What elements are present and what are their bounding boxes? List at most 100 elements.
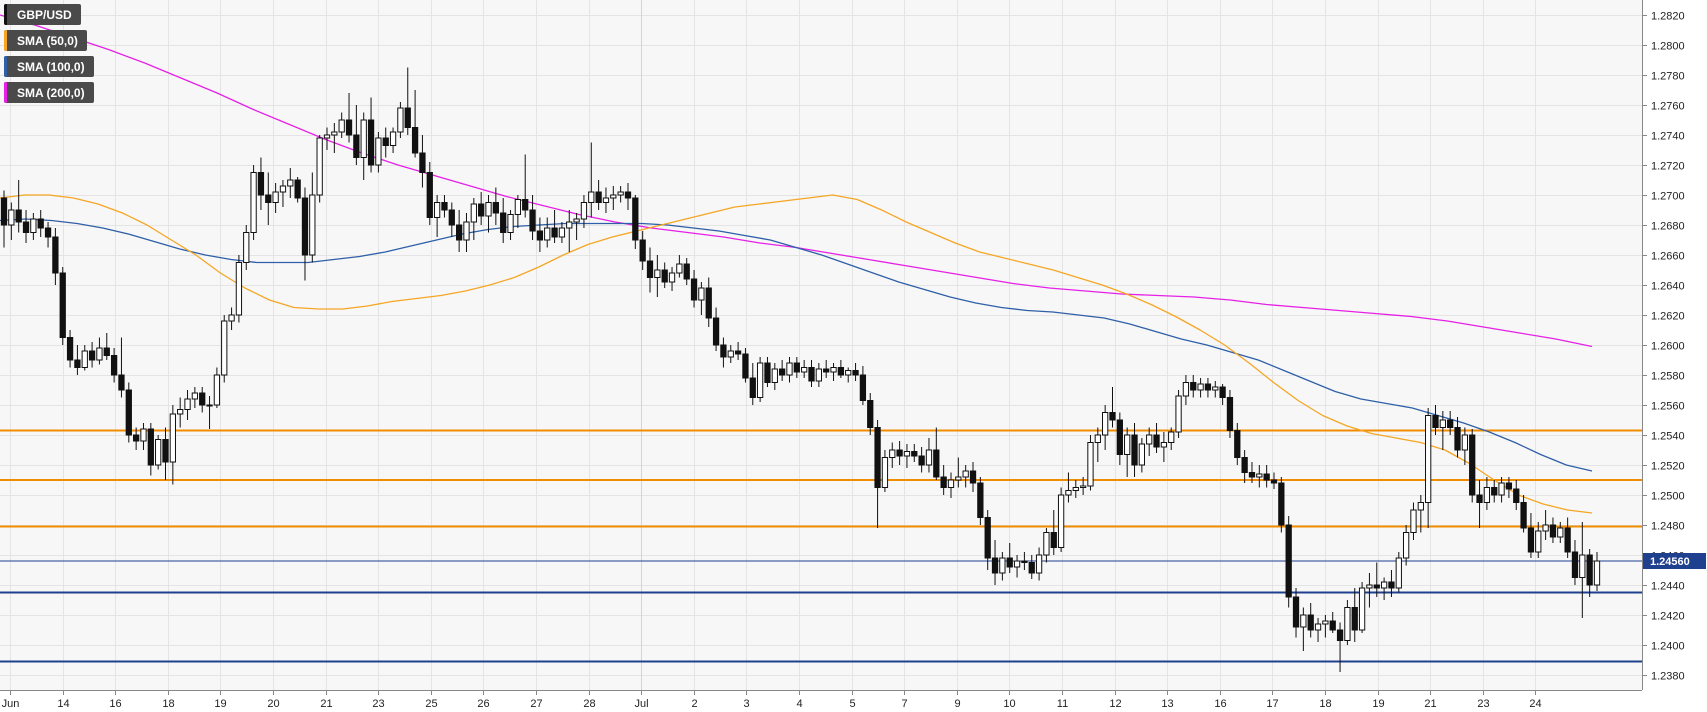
candle[interactable] <box>360 112 367 181</box>
candle[interactable] <box>118 337 125 398</box>
candle[interactable] <box>734 342 742 360</box>
candle[interactable] <box>265 172 272 226</box>
candle[interactable] <box>874 420 881 528</box>
candle[interactable] <box>1278 477 1285 533</box>
candle[interactable] <box>199 387 206 413</box>
candle[interactable] <box>698 282 705 315</box>
candle[interactable] <box>793 357 800 378</box>
candle[interactable] <box>279 180 287 207</box>
candle[interactable] <box>301 187 309 281</box>
candle[interactable] <box>815 363 822 387</box>
candle[interactable] <box>96 337 103 365</box>
candle[interactable] <box>294 177 301 203</box>
candle[interactable] <box>1505 477 1513 498</box>
candle[interactable] <box>624 183 632 210</box>
candle[interactable] <box>955 457 962 488</box>
candle[interactable] <box>485 195 492 233</box>
candle[interactable] <box>1307 603 1314 638</box>
candle[interactable] <box>720 337 727 368</box>
candle[interactable] <box>1146 427 1153 457</box>
candle[interactable] <box>44 222 52 248</box>
candle[interactable] <box>1256 465 1263 488</box>
candle[interactable] <box>580 195 588 228</box>
candle[interactable] <box>1329 612 1336 633</box>
candle[interactable] <box>1373 562 1380 598</box>
candle[interactable] <box>1351 588 1358 642</box>
candle[interactable] <box>397 102 404 138</box>
candle[interactable] <box>507 210 514 240</box>
legend-item-sma200[interactable]: SMA (200,0) <box>4 82 94 103</box>
candle[interactable] <box>74 345 81 375</box>
candle[interactable] <box>37 210 44 237</box>
candle[interactable] <box>1564 517 1571 559</box>
candle[interactable] <box>367 97 375 173</box>
candle[interactable] <box>1447 411 1454 435</box>
candle[interactable] <box>742 348 749 383</box>
candle[interactable] <box>786 357 793 383</box>
candle[interactable] <box>162 427 169 481</box>
candle[interactable] <box>191 387 199 408</box>
candle[interactable] <box>1498 477 1505 503</box>
candle[interactable] <box>991 540 999 585</box>
candle[interactable] <box>1102 405 1109 450</box>
candle[interactable] <box>1285 516 1292 608</box>
candle[interactable] <box>1491 480 1498 503</box>
candle[interactable] <box>903 444 911 468</box>
candle[interactable] <box>602 187 610 214</box>
candle[interactable] <box>1300 607 1307 652</box>
candle[interactable] <box>779 360 786 381</box>
candle[interactable] <box>1124 427 1131 478</box>
candle[interactable] <box>1336 622 1344 673</box>
legend-item-sma100[interactable]: SMA (100,0) <box>4 56 94 77</box>
candle[interactable] <box>617 186 624 203</box>
candle[interactable] <box>573 213 580 240</box>
candle[interactable] <box>1153 423 1160 453</box>
candle[interactable] <box>243 225 250 270</box>
candle[interactable] <box>1204 378 1212 398</box>
candle[interactable] <box>947 472 955 499</box>
candle[interactable] <box>1425 408 1432 528</box>
candle[interactable] <box>749 363 756 405</box>
candle[interactable] <box>1043 528 1050 563</box>
candle[interactable] <box>389 127 397 154</box>
candle[interactable] <box>1579 522 1586 618</box>
candle[interactable] <box>1513 480 1520 510</box>
candle[interactable] <box>441 195 448 218</box>
candle[interactable] <box>837 360 845 378</box>
candle[interactable] <box>1586 549 1593 597</box>
candle[interactable] <box>514 195 522 228</box>
candle[interactable] <box>1535 522 1542 558</box>
candle[interactable] <box>81 345 88 371</box>
candle[interactable] <box>426 162 433 225</box>
candle[interactable] <box>59 267 66 345</box>
candle[interactable] <box>595 180 602 210</box>
candle[interactable] <box>1057 487 1065 553</box>
candle[interactable] <box>1175 390 1182 438</box>
candle[interactable] <box>287 168 294 198</box>
candle[interactable] <box>896 441 903 465</box>
candle[interactable] <box>1116 412 1123 466</box>
candle[interactable] <box>1241 450 1248 483</box>
candle[interactable] <box>933 427 940 481</box>
candle[interactable] <box>1322 615 1329 638</box>
candle[interactable] <box>66 330 74 368</box>
candle[interactable] <box>1432 405 1439 435</box>
candle[interactable] <box>1410 502 1417 541</box>
candle[interactable] <box>889 442 896 469</box>
candle[interactable] <box>1212 381 1219 398</box>
candle[interactable] <box>1021 552 1028 570</box>
candle[interactable] <box>690 270 698 308</box>
candle[interactable] <box>529 195 536 240</box>
legend-item-sma50[interactable]: SMA (50,0) <box>4 30 87 51</box>
candle[interactable] <box>15 180 22 233</box>
candle[interactable] <box>404 67 411 136</box>
candle[interactable] <box>500 198 507 243</box>
candle[interactable] <box>103 333 110 360</box>
candle[interactable] <box>588 142 595 218</box>
candle[interactable] <box>1439 411 1446 450</box>
candle[interactable] <box>705 277 712 328</box>
candle[interactable] <box>1197 378 1204 398</box>
candle[interactable] <box>1593 552 1601 591</box>
candle[interactable] <box>771 363 778 390</box>
